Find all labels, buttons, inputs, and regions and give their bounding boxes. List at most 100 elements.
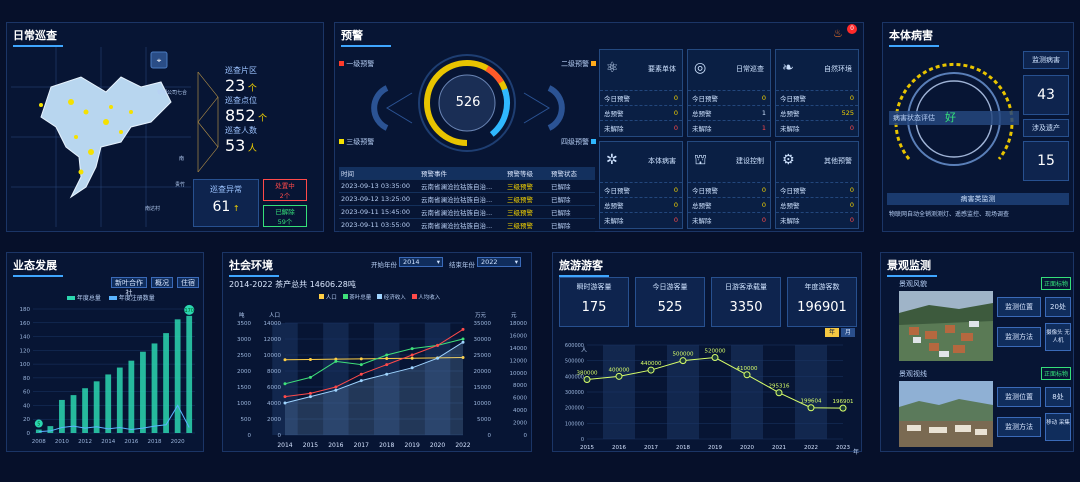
map-pin-icon: ⌖ [157, 56, 162, 65]
eval-value: 好 [945, 111, 956, 124]
method-button-2[interactable]: 监测方法 [997, 417, 1041, 437]
card-element[interactable]: ⚛ 要素单体 今日预警 0 总预警 0 未解除 0 [599, 49, 683, 137]
lodging-button[interactable]: 住宿 [177, 277, 199, 288]
data-point [807, 404, 815, 412]
social-title: 社会环境 [229, 259, 279, 277]
bug-icon: ✲ [606, 152, 618, 168]
tourist-today: 今日游客量 525 [635, 277, 705, 327]
card-patrol[interactable]: ◎ 日常巡查 今日预警 0 总预警 1 未解除 1 [687, 49, 771, 137]
bar [47, 426, 54, 433]
data-point [385, 372, 389, 376]
map-label-3: 贵竹 [175, 182, 186, 188]
position-value-1: 20处 [1045, 297, 1071, 317]
tourism-xunit: 年 [853, 449, 860, 456]
data-label: 400000 [609, 367, 630, 373]
map-label-2: 南 [179, 156, 185, 162]
method-button-1[interactable]: 监测方法 [997, 327, 1041, 347]
bar [163, 333, 169, 433]
warning-center-value: 526 [455, 95, 481, 110]
start-year-select[interactable]: 2014 ▾ [399, 257, 443, 267]
data-point [615, 372, 623, 380]
map-region-shape [40, 76, 172, 199]
patrol-title: 日常巡查 [13, 29, 63, 47]
table-row[interactable]: 2023-09-12 13:25:00 云南省澜沧拉祜族自治... 三级预警 已解除 [339, 193, 595, 206]
x-tick-label: 2018 [148, 439, 162, 445]
ylabel-left2: 人口 [269, 313, 281, 319]
card-other[interactable]: ⚙ 其他预警 今日预警 0 总预警 0 未解除 0 [775, 141, 859, 229]
end-year-select[interactable]: 2022 ▾ [477, 257, 521, 267]
x-tick-label: 2012 [78, 439, 92, 445]
y-tick-label: 0 [488, 433, 492, 439]
data-point [308, 357, 312, 361]
y-tick-label: 3500 [237, 321, 251, 327]
y-tick-label: 100000 [565, 421, 584, 427]
table-row[interactable]: 2023-09-11 03:55:00 云南省澜沧拉祜族自治... 三级预警 已解除 [339, 219, 595, 232]
series-line [284, 338, 464, 385]
patrol-stat-3: 巡查人数 53 人 [225, 126, 257, 155]
band [323, 323, 349, 435]
data-point [283, 358, 287, 362]
band [424, 323, 451, 435]
eval-label: 病害状态评估 [893, 114, 935, 122]
industry-legend: 年度总量 年度注册数量 [67, 293, 155, 302]
table-row[interactable]: 2023-09-11 15:45:00 云南省澜沧拉祜族自治... 三级预警 已解除 [339, 206, 595, 219]
y-tick-label: 6000 [267, 385, 281, 391]
bar [174, 319, 181, 433]
y-tick-label: 35000 [474, 321, 492, 327]
y-tick-label: 8000 [513, 383, 527, 389]
scenery-status-1: 正面标物 [1041, 277, 1072, 290]
footer-title: 病害类监测 [887, 193, 1069, 205]
card-construction[interactable]: ⛫ 建设控制 今日预警 0 总预警 0 未解除 0 [687, 141, 771, 229]
year-toggle[interactable]: 年 [825, 328, 839, 337]
card-nature[interactable]: ❧ 自然环境 今日预警 0 总预警 525 未解除 0 [775, 49, 859, 137]
x-tick-label: 2016 [124, 439, 138, 445]
card-disease[interactable]: ✲ 本体病害 今日预警 0 总预警 0 未解除 0 [599, 141, 683, 229]
band [272, 323, 298, 435]
data-point [839, 404, 847, 412]
position-button-1[interactable]: 监测位置 [997, 297, 1041, 317]
x-tick-label: 2018 [676, 445, 690, 451]
data-point [679, 357, 687, 365]
asset-label: 涉及遗产 [1023, 119, 1069, 137]
warning-panel: 预警 ♨ 0 526 一级预警 二级预警 三级预警 四级预警 时间 预警事件 预… [334, 22, 864, 232]
overview-button[interactable]: 概况 [151, 277, 173, 288]
y-tick-label: 4000 [513, 408, 527, 414]
bar [116, 367, 123, 433]
bar [59, 399, 65, 433]
abnormal-box[interactable]: 巡查异常 61 ↑ [193, 179, 259, 227]
x-tick-label: 2008 [32, 439, 46, 445]
x-tick-label: 2010 [55, 439, 69, 445]
data-point [283, 395, 287, 399]
y-tick-label: 2000 [237, 369, 251, 375]
x-tick-label: 2019 [405, 442, 420, 449]
data-point [711, 354, 719, 362]
disease-panel: 本体病害 病害状态评估 好 监测病害 43 涉及遗产 15 病害类监测 物联网自… [882, 22, 1074, 232]
data-point [283, 401, 287, 405]
warning-ring-left [371, 85, 413, 131]
village-photo[interactable] [899, 291, 993, 361]
end-year-label: 结束年份 [449, 261, 475, 269]
position-button-2[interactable]: 监测位置 [997, 387, 1041, 407]
y-tick-label: 0 [581, 437, 584, 443]
x-tick-label: 2016 [612, 445, 626, 451]
x-tick-label: 2020 [171, 439, 185, 445]
y-tick-label: 15000 [474, 385, 492, 391]
y-tick-label: 180 [20, 307, 31, 313]
data-point [743, 371, 751, 379]
table-row[interactable]: 2023-09-13 03:35:00 云南省澜沧拉祜族自治... 三级预警 已解除 [339, 180, 595, 193]
y-tick-label: 60 [23, 390, 30, 396]
y-tick-label: 0 [278, 433, 282, 439]
tourism-panel: 旅游游客 瞬时游客量 175 今日游客量 525 日游客承载量 3350 年度游… [552, 252, 862, 456]
x-tick-label: 2015 [580, 445, 594, 451]
patrol-stat-1: 巡查片区 23 个 [225, 66, 257, 95]
bar [140, 351, 146, 433]
scenery-name-1: 景观风貌 [899, 280, 927, 288]
patrol-map[interactable]: ⌖ [11, 47, 191, 227]
y-tick-label: 8000 [267, 369, 281, 375]
data-label: 199604 [801, 399, 822, 405]
coop-button[interactable]: 新叶合作社 [111, 277, 147, 297]
data-point [334, 385, 338, 389]
month-toggle[interactable]: 月 [841, 328, 855, 337]
gears-icon: ⚙ [782, 152, 795, 168]
landscape-photo[interactable] [899, 381, 993, 447]
